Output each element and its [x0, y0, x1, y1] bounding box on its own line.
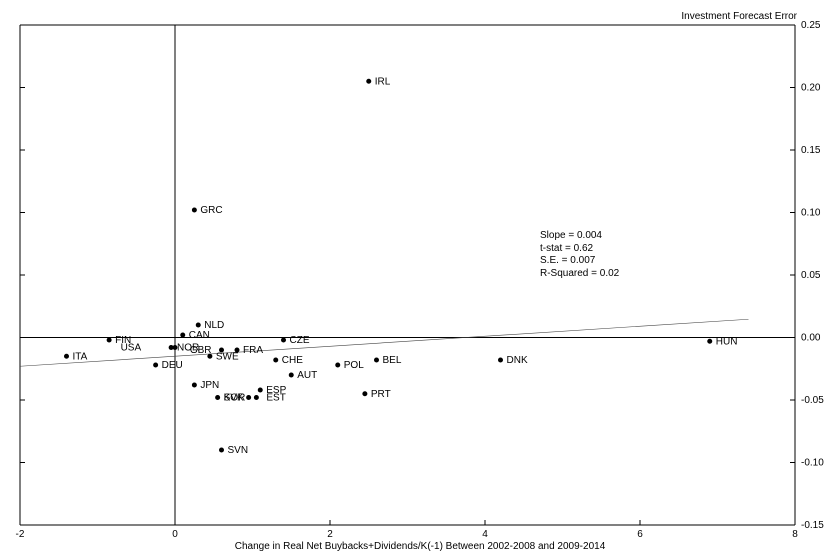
data-point — [246, 395, 251, 400]
y-tick-label: 0.00 — [801, 333, 821, 344]
data-label: AUT — [297, 370, 317, 381]
x-tick-label: 2 — [327, 529, 333, 540]
data-label: DNK — [507, 355, 528, 366]
data-point — [289, 373, 294, 378]
y-tick-label: -0.15 — [801, 520, 824, 531]
data-point — [153, 363, 158, 368]
data-label: EST — [266, 393, 285, 404]
data-point — [64, 354, 69, 359]
data-point — [273, 358, 278, 363]
y-axis-title: Investment Forecast Error — [681, 11, 797, 22]
data-label: SWE — [216, 351, 239, 362]
data-point — [254, 395, 259, 400]
y-tick-label: -0.05 — [801, 395, 824, 406]
data-point — [281, 338, 286, 343]
y-tick-label: 0.25 — [801, 20, 821, 31]
data-label: CHE — [282, 355, 303, 366]
regression-stats-box: Slope = 0.004 t-stat = 0.62 S.E. = 0.007… — [540, 230, 619, 280]
scatter-chart: -2 0 2 4 6 8-0.15 -0.10 -0.05 0.00 0.05 0.10 0.15 0.… — [0, 0, 840, 553]
data-point — [192, 208, 197, 213]
x-tick-label: 4 — [482, 529, 488, 540]
data-point — [707, 339, 712, 344]
data-label: USA — [121, 343, 142, 354]
y-tick-label: 0.15 — [801, 145, 821, 156]
data-label: FRA — [243, 345, 263, 356]
data-point — [215, 395, 220, 400]
x-tick-label: 6 — [637, 529, 643, 540]
y-tick-label: 0.10 — [801, 208, 821, 219]
data-point — [335, 363, 340, 368]
x-tick-label: 0 — [172, 529, 178, 540]
data-label: BEL — [383, 355, 402, 366]
data-label: GBR — [190, 345, 212, 356]
data-point — [107, 338, 112, 343]
data-label: ITA — [73, 351, 88, 362]
y-tick-label: 0.05 — [801, 270, 821, 281]
data-point — [258, 388, 263, 393]
data-label: SVK — [224, 393, 244, 404]
data-point — [366, 79, 371, 84]
y-tick-label: 0.20 — [801, 83, 821, 94]
data-point — [219, 448, 224, 453]
data-label: GRC — [200, 205, 222, 216]
x-tick-label: -2 — [16, 529, 25, 540]
data-label: CAN — [189, 330, 210, 341]
data-point — [196, 323, 201, 328]
x-tick-label: 8 — [792, 529, 798, 540]
data-point — [362, 391, 367, 396]
data-point — [207, 354, 212, 359]
data-label: IRL — [375, 76, 391, 87]
data-point — [374, 358, 379, 363]
data-point — [192, 383, 197, 388]
data-label: HUN — [716, 336, 738, 347]
x-axis-title: Change in Real Net Buybacks+Dividends/K(… — [235, 541, 606, 552]
data-label: JPN — [200, 380, 219, 391]
data-label: PRT — [371, 389, 391, 400]
chart-svg: -2 0 2 4 6 8-0.15 -0.10 -0.05 0.00 0.05 0.10 0.15 0.… — [0, 0, 840, 553]
data-label: POL — [344, 360, 364, 371]
data-label: SVN — [228, 445, 249, 456]
data-label: CZE — [290, 335, 310, 346]
data-point — [498, 358, 503, 363]
data-label: DEU — [162, 360, 183, 371]
data-point — [180, 333, 185, 338]
y-tick-label: -0.10 — [801, 458, 824, 469]
